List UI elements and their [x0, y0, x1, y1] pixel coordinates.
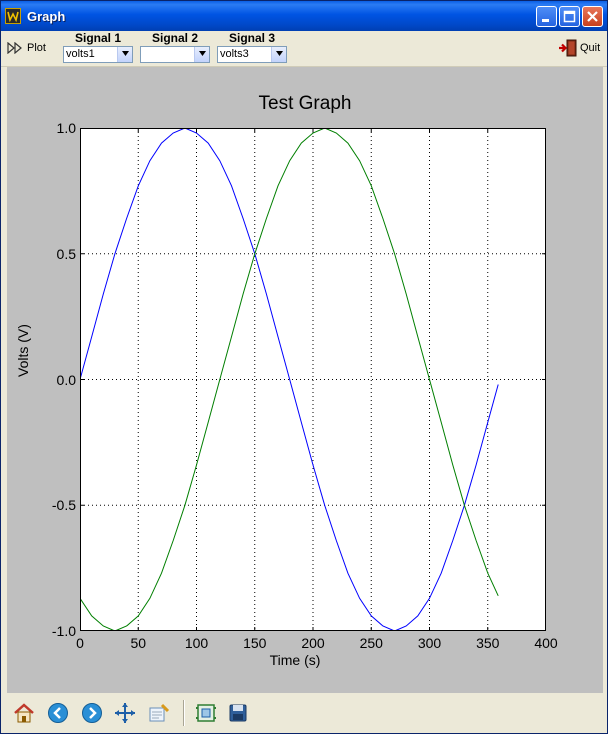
- back-button[interactable]: [45, 701, 71, 725]
- chevron-down-icon: [271, 47, 286, 62]
- zoom-button[interactable]: [146, 701, 172, 725]
- window-title: Graph: [27, 9, 66, 24]
- maximize-button[interactable]: [559, 6, 580, 27]
- y-tick-label: -0.5: [51, 497, 76, 514]
- title-bar[interactable]: Graph: [1, 1, 607, 31]
- plot-area: Test Graph Volts (V) Time (s) 0 50 100 150 2…: [7, 67, 603, 693]
- plot-button[interactable]: Plot: [7, 38, 46, 58]
- signal-1-label: Signal 1: [74, 31, 121, 45]
- quit-label: Quit: [580, 42, 601, 54]
- pan-button[interactable]: [112, 701, 138, 725]
- toolbar: Plot Signal 1 volts1 Signal 2 Signal 3 v…: [1, 31, 607, 67]
- chart-axes[interactable]: [80, 128, 546, 631]
- close-button[interactable]: [582, 6, 603, 27]
- x-tick-label: 50: [130, 635, 147, 651]
- subplots-button[interactable]: [193, 701, 219, 725]
- zoom-icon: [149, 703, 170, 722]
- maximize-icon: [563, 10, 576, 23]
- forward-icon: [82, 703, 102, 723]
- forward-button[interactable]: [79, 701, 105, 725]
- save-button[interactable]: [225, 701, 251, 725]
- series-1-line: [80, 128, 499, 631]
- pan-icon: [115, 703, 135, 723]
- minimize-button[interactable]: [536, 6, 557, 27]
- x-tick-label: 350: [476, 635, 500, 651]
- minimize-icon: [542, 19, 549, 22]
- plot-label: Plot: [27, 42, 46, 54]
- y-tick-label: -1.0: [51, 623, 76, 639]
- quit-button[interactable]: Quit: [558, 39, 600, 57]
- series-2-line: [80, 128, 499, 631]
- y-tick-label: 0.0: [56, 371, 76, 388]
- home-button[interactable]: [11, 701, 37, 725]
- app-icon: [5, 8, 21, 24]
- chart-title: Test Graph: [258, 93, 352, 114]
- x-tick-label: 100: [184, 635, 209, 651]
- close-icon: [587, 11, 598, 22]
- x-tick-label: 250: [359, 635, 383, 651]
- signal-1-select[interactable]: volts1: [63, 46, 133, 63]
- save-icon: [229, 704, 247, 722]
- signal-2-group: Signal 2: [140, 31, 210, 63]
- signal-1-group: Signal 1 volts1: [63, 31, 133, 63]
- subplots-icon: [196, 704, 216, 722]
- x-axis-label: Time (s): [269, 652, 321, 668]
- signal-1-value: volts1: [66, 48, 95, 60]
- axes-frame: [80, 128, 546, 631]
- y-tick-label: 0.5: [56, 245, 76, 262]
- home-icon: [14, 703, 34, 723]
- fast-forward-icon: [7, 42, 22, 54]
- signal-3-group: Signal 3 volts3: [217, 31, 287, 63]
- signal-2-label: Signal 2: [151, 31, 198, 45]
- signal-2-select[interactable]: [140, 46, 210, 63]
- exit-door-icon: [559, 39, 577, 57]
- x-tick-label: 200: [301, 635, 325, 651]
- chevron-down-icon: [194, 47, 209, 62]
- toolbar-separator: [183, 700, 185, 726]
- signal-3-value: volts3: [220, 48, 249, 60]
- y-tick-label: 1.0: [56, 120, 76, 136]
- y-axis-label: Volts (V): [15, 324, 31, 377]
- x-tick-label: 300: [417, 635, 442, 651]
- x-tick-label: 150: [243, 635, 267, 651]
- back-icon: [48, 703, 68, 723]
- x-tick-label: 400: [534, 635, 558, 651]
- x-tick-label: 0: [76, 635, 84, 651]
- signal-3-label: Signal 3: [228, 31, 275, 45]
- navigation-toolbar: [1, 693, 607, 733]
- signal-3-select[interactable]: volts3: [217, 46, 287, 63]
- chevron-down-icon: [117, 47, 132, 62]
